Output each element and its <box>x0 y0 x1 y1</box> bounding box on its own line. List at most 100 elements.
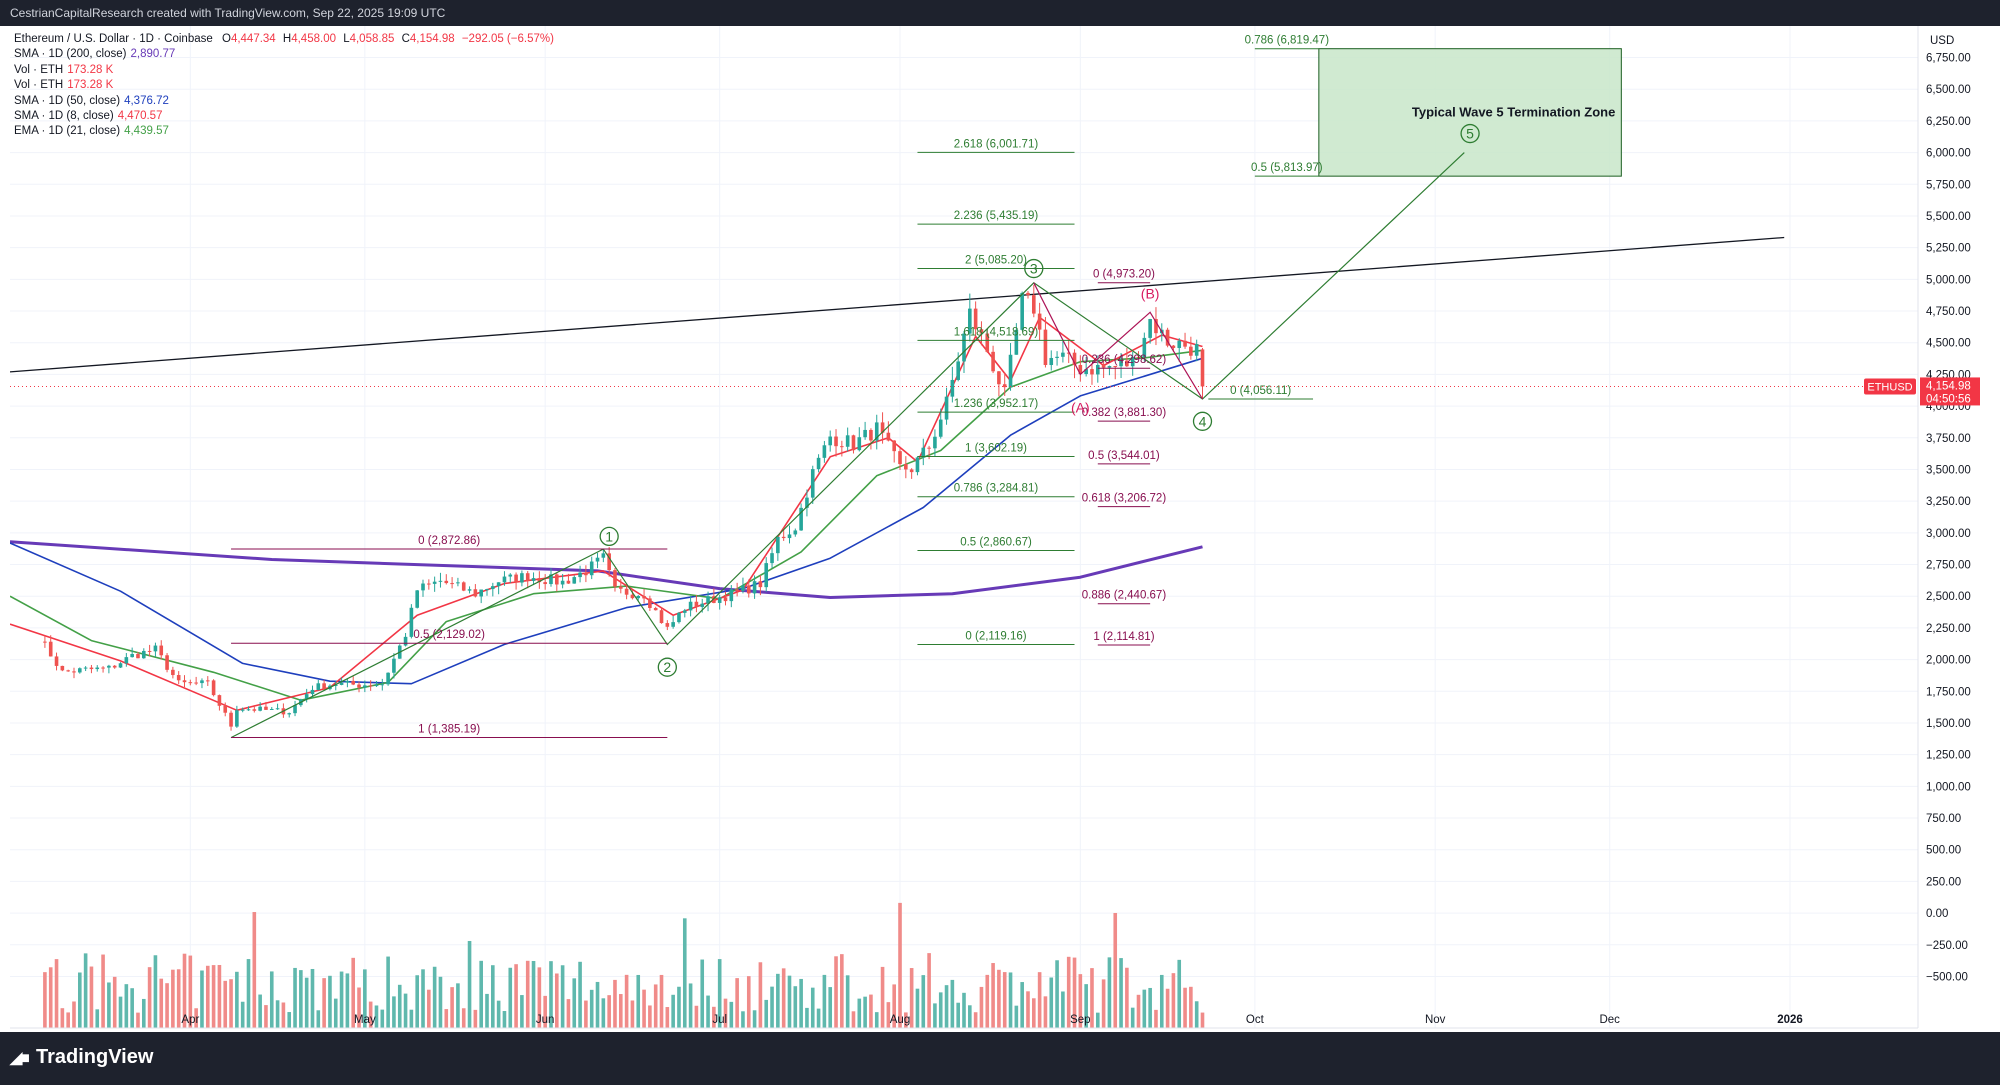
ohlc-close: 4,154.98 <box>409 33 455 45</box>
fib-levels[interactable]: 0 (2,872.86) 0.5 (2,129.02) 1 (1,385.19) 2.… <box>231 35 1329 739</box>
volume-bar <box>357 987 361 1028</box>
volume-bar <box>159 978 164 1028</box>
volume-bar <box>944 985 949 1028</box>
candle-body <box>235 710 239 727</box>
indicator-row[interactable]: EMA · 1D (21, close) 4,439.57 <box>14 124 554 139</box>
time-axis[interactable]: Apr May Jun Jul Aug Sep Oct Nov Dec 2026 <box>10 1014 1918 1029</box>
volume-bar <box>287 1012 292 1028</box>
volume-bar <box>915 988 920 1028</box>
volume-bar <box>968 1005 972 1028</box>
candle-body <box>357 684 361 688</box>
volume-bar <box>543 995 547 1028</box>
corrective-wave-path <box>1033 282 1204 400</box>
candle-body <box>630 594 635 599</box>
volume-bar <box>112 976 117 1028</box>
volume-bar <box>456 983 460 1028</box>
volume-bar <box>892 984 896 1028</box>
candle-body <box>165 655 169 670</box>
volume-bar <box>95 1009 100 1028</box>
candle-body <box>1101 364 1106 368</box>
symbol-title[interactable]: Ethereum / U.S. Dollar · 1D · Coinbase <box>14 33 213 45</box>
volume-bar <box>1002 972 1007 1028</box>
indicator-row[interactable]: SMA · 1D (200, close) 2,890.77 <box>14 47 554 62</box>
volume-bar <box>601 998 606 1028</box>
candle-body <box>287 713 292 715</box>
volume-bar <box>822 974 827 1028</box>
volume-bar <box>578 961 582 1028</box>
price-tick: 250.00 <box>1926 876 1961 888</box>
volume-bar <box>1066 956 1071 1028</box>
volume-bar <box>264 1005 268 1028</box>
candle-body <box>758 581 763 588</box>
price-tick: 4,750.00 <box>1926 306 1971 318</box>
ticker-tag: ETHUSD <box>1867 381 1912 393</box>
candle-body <box>1125 360 1129 367</box>
candle-body <box>322 683 326 690</box>
volume-bar <box>1194 1001 1199 1028</box>
candle-body <box>1183 340 1187 347</box>
volume-bar <box>310 968 315 1028</box>
candle-body <box>805 497 809 508</box>
volume-bar <box>386 956 390 1028</box>
volume-bar <box>1049 977 1054 1028</box>
candle-body <box>432 581 437 584</box>
fib-level-label: 0.786 (3,284.81) <box>954 483 1039 495</box>
candle-body <box>461 582 466 591</box>
candle-body <box>223 705 228 713</box>
indicator-row[interactable]: SMA · 1D (50, close) 4,376.72 <box>14 94 554 109</box>
price-axis[interactable]: USD 6,750.00 6,500.00 6,250.00 6,000.00 5,750… <box>1864 26 2000 1028</box>
indicator-row[interactable]: Vol · ETH 173.28 K <box>14 78 554 93</box>
volume-bar <box>147 967 152 1028</box>
volume-bar <box>182 953 187 1028</box>
indicator-row[interactable]: Vol · ETH 173.28 K <box>14 63 554 78</box>
volume-bar <box>746 976 751 1028</box>
candle-body <box>118 663 123 668</box>
ohlc-low-label: L <box>343 33 350 45</box>
candle-body <box>1061 352 1065 357</box>
candle-body <box>141 650 146 659</box>
candle-body <box>194 682 198 684</box>
candle-body <box>665 623 670 627</box>
volume-bar <box>89 966 94 1028</box>
volume-bar <box>787 975 792 1028</box>
candle-body <box>345 680 350 683</box>
candle-body <box>933 436 937 449</box>
price-tick: 3,000.00 <box>1926 528 1971 540</box>
candle-body <box>491 586 495 590</box>
candle-body <box>962 333 966 362</box>
time-tick: Oct <box>1246 1014 1265 1026</box>
candle-body <box>921 447 926 458</box>
candle-body <box>427 583 431 585</box>
candle-body <box>555 574 559 585</box>
fib-level-label: 0 (4,973.20) <box>1093 269 1155 281</box>
candle-body <box>589 561 594 576</box>
volume-bar <box>613 979 617 1028</box>
price-chart[interactable]: Typical Wave 5 Termination Zone 0 (2,872… <box>0 0 2000 1032</box>
volume-bar <box>1130 1007 1135 1028</box>
fib-level-label: 0 (4,056.11) <box>1230 385 1291 397</box>
price-tick: 6,250.00 <box>1926 116 1971 128</box>
volume-bar <box>589 989 594 1028</box>
volume-bar <box>863 996 867 1028</box>
volume-bar <box>1165 988 1170 1028</box>
elliott-wave-lines[interactable] <box>230 152 1465 739</box>
target-zone-label: Typical Wave 5 Termination Zone <box>1412 105 1615 120</box>
tradingview-logo[interactable]: ◢■ TradingView <box>10 1046 153 1069</box>
candle-body <box>124 657 129 664</box>
wave-label: 1 <box>605 528 613 544</box>
wave-label: 4 <box>1199 413 1207 429</box>
ma-line <box>10 540 1203 599</box>
target-zone[interactable]: Typical Wave 5 Termination Zone <box>1318 48 1622 177</box>
volume-bar <box>1020 982 1024 1028</box>
candle-body <box>793 530 798 535</box>
candle-body <box>48 641 53 657</box>
trendline[interactable] <box>10 236 1785 373</box>
indicator-row[interactable]: SMA · 1D (8, close) 4,470.57 <box>14 109 554 124</box>
candle-body <box>810 469 815 498</box>
candle-body <box>1043 329 1048 366</box>
candle-body <box>1171 345 1176 348</box>
candle-body <box>584 572 588 576</box>
volume-bar <box>496 1000 501 1028</box>
price-tick: 2,750.00 <box>1926 560 1971 572</box>
candle-body <box>1055 356 1059 358</box>
